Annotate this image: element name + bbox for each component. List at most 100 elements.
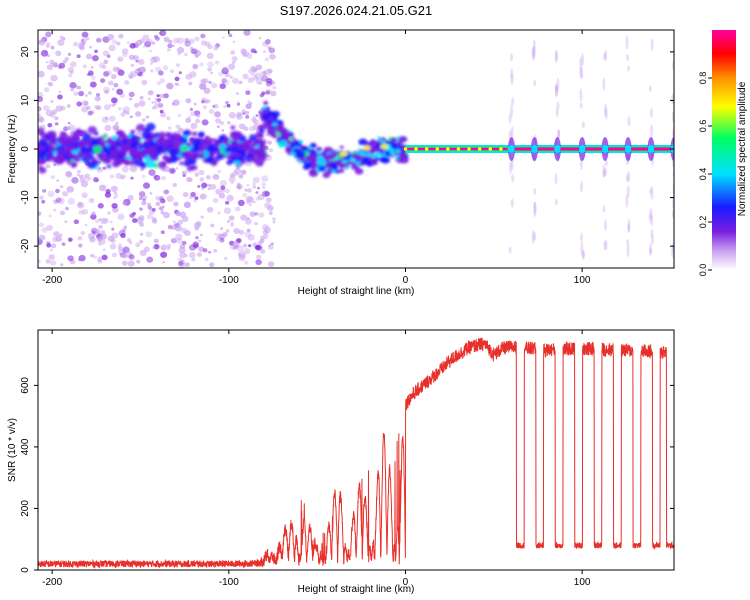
noise-blob bbox=[88, 197, 95, 203]
noise-blob bbox=[128, 254, 135, 260]
noise-blob bbox=[189, 46, 194, 51]
noise-blob bbox=[134, 68, 141, 74]
noise-blob bbox=[242, 73, 249, 80]
streak-blob bbox=[602, 164, 606, 178]
band-blob bbox=[352, 154, 359, 160]
noise-blob bbox=[50, 243, 57, 249]
noise-blob bbox=[55, 197, 62, 203]
noise-blob bbox=[238, 229, 245, 235]
noise-blob bbox=[97, 256, 103, 262]
noise-blob bbox=[139, 232, 144, 236]
band-blob bbox=[87, 126, 97, 134]
noise-blob bbox=[144, 40, 152, 48]
noise-blob bbox=[233, 227, 240, 234]
noise-blob bbox=[166, 195, 174, 202]
noise-blob bbox=[127, 260, 135, 267]
y-tick-label: 20 bbox=[20, 46, 31, 58]
noise-blob bbox=[45, 44, 50, 48]
noise-blob bbox=[232, 40, 236, 44]
noise-blob bbox=[190, 122, 198, 130]
band-blob bbox=[109, 140, 117, 147]
noise-blob bbox=[210, 71, 214, 75]
noise-blob bbox=[154, 36, 160, 41]
noise-blob bbox=[160, 210, 165, 215]
noise-blob bbox=[224, 79, 230, 85]
noise-blob bbox=[59, 263, 64, 267]
noise-blob bbox=[100, 78, 106, 83]
noise-blob bbox=[247, 68, 253, 74]
noise-blob bbox=[203, 87, 211, 94]
noise-blob bbox=[38, 112, 41, 117]
noise-blob bbox=[97, 167, 102, 171]
noise-blob bbox=[199, 193, 207, 200]
noise-blob bbox=[195, 236, 199, 240]
noise-blob bbox=[180, 259, 184, 263]
spectrogram-y-label: Frequency (Hz) bbox=[7, 115, 18, 184]
noise-blob bbox=[195, 220, 202, 227]
noise-blob bbox=[82, 176, 90, 183]
noise-blob bbox=[166, 116, 171, 121]
noise-blob bbox=[84, 173, 90, 178]
noise-blob bbox=[219, 237, 225, 243]
noise-blob bbox=[120, 233, 126, 239]
noise-blob bbox=[130, 63, 135, 67]
noise-blob bbox=[141, 200, 147, 206]
noise-blob bbox=[201, 182, 208, 189]
noise-blob bbox=[175, 82, 180, 87]
noise-blob bbox=[108, 104, 112, 107]
noise-blob bbox=[67, 237, 73, 242]
noise-blob bbox=[78, 43, 85, 50]
noise-blob bbox=[107, 80, 114, 86]
noise-blob bbox=[262, 186, 266, 189]
noise-blob bbox=[117, 106, 122, 111]
noise-blob bbox=[147, 202, 152, 207]
noise-blob bbox=[59, 210, 66, 216]
x-tick-label: 0 bbox=[403, 577, 409, 588]
noise-blob bbox=[220, 185, 226, 191]
noise-blob bbox=[216, 237, 221, 242]
noise-blob bbox=[244, 260, 249, 265]
noise-blob bbox=[166, 243, 172, 248]
band-blob bbox=[81, 132, 92, 141]
band-blob bbox=[55, 158, 61, 163]
noise-blob bbox=[217, 170, 221, 174]
noise-blob bbox=[59, 185, 64, 189]
streak-blob bbox=[580, 232, 584, 242]
noise-blob bbox=[199, 233, 203, 237]
noise-blob bbox=[142, 198, 146, 202]
noise-blob bbox=[162, 205, 165, 208]
band-blob bbox=[318, 167, 324, 172]
streak-blob bbox=[650, 234, 654, 246]
streak-blob bbox=[511, 173, 515, 183]
band-blob bbox=[262, 110, 268, 115]
band-blob bbox=[85, 152, 93, 159]
streak-blob bbox=[603, 240, 607, 251]
noise-blob bbox=[38, 259, 41, 264]
noise-blob bbox=[151, 106, 157, 110]
noise-blob bbox=[143, 201, 147, 204]
noise-blob bbox=[41, 199, 46, 204]
band-blob bbox=[370, 153, 377, 159]
noise-blob bbox=[168, 126, 172, 130]
noise-blob bbox=[242, 52, 247, 57]
streak-blob bbox=[554, 84, 558, 98]
noise-blob bbox=[117, 56, 124, 62]
noise-blob bbox=[244, 188, 248, 192]
noise-blob bbox=[264, 78, 268, 82]
noise-blob bbox=[268, 47, 276, 54]
noise-blob bbox=[170, 69, 174, 73]
noise-blob bbox=[141, 79, 148, 86]
band-blob bbox=[295, 150, 306, 159]
noise-blob bbox=[178, 71, 182, 75]
noise-blob bbox=[45, 60, 49, 64]
noise-blob bbox=[98, 184, 107, 192]
noise-blob bbox=[67, 52, 72, 56]
band-blob bbox=[162, 163, 166, 167]
noise-blob bbox=[243, 248, 251, 255]
noise-blob bbox=[229, 173, 235, 178]
noise-blob bbox=[98, 224, 103, 230]
noise-blob bbox=[136, 259, 141, 264]
streak-blob bbox=[554, 173, 558, 185]
noise-blob bbox=[238, 174, 244, 179]
colorbar-label: Normalized spectral amplitude bbox=[737, 81, 748, 216]
